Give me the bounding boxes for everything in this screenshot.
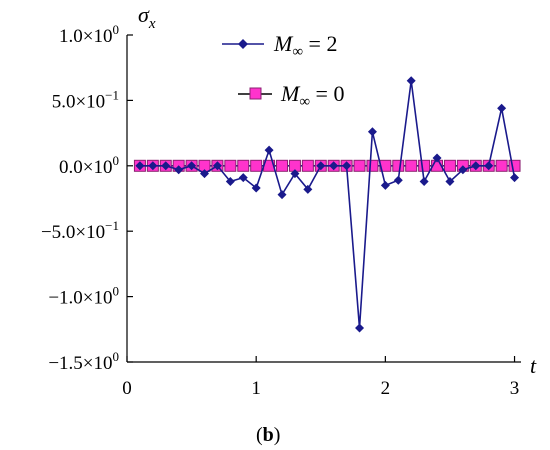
data-point-m2 [174, 165, 184, 175]
data-point-m2 [264, 145, 274, 155]
data-point-m0 [237, 159, 250, 172]
data-point-m2 [380, 180, 390, 190]
data-point-m2 [445, 176, 455, 186]
x-tick-label: 0 [122, 378, 132, 399]
data-point-m2 [471, 161, 481, 171]
data-point-m0 [418, 159, 431, 172]
data-point-m2 [290, 169, 300, 179]
data-point-m2 [316, 161, 326, 171]
x-tick-label: 3 [510, 378, 520, 399]
legend-marker-square [249, 87, 262, 100]
data-point-m2 [135, 161, 145, 171]
data-point-m2 [212, 161, 222, 171]
data-point-m2 [200, 169, 210, 179]
data-point-m2 [510, 173, 520, 183]
data-point-m0 [301, 159, 314, 172]
data-point-m0 [250, 159, 263, 172]
y-tick-label: −5.0×10−1 [41, 218, 119, 243]
data-point-m0 [495, 159, 508, 172]
data-point-m0 [366, 159, 379, 172]
legend: M∞ = 2 M∞ = 0 [222, 31, 344, 110]
data-point-m2 [406, 76, 416, 86]
data-point-m2 [484, 161, 494, 171]
y-tick-label: 1.0×100 [59, 22, 119, 47]
data-point-m0 [392, 159, 405, 172]
x-tick-labels: 0 1 2 3 [122, 378, 519, 399]
legend-marker-diamond [238, 39, 248, 49]
data-point-m2 [367, 127, 377, 137]
data-point-m2 [497, 103, 507, 113]
legend-label-m0: M∞ = 0 [280, 81, 344, 110]
series-m2 [135, 76, 520, 333]
y-tick-labels: 1.0×100 5.0×10−1 0.0×100 −5.0×10−1 −1.0×100 −… [41, 22, 119, 374]
x-tick-label: 2 [381, 378, 391, 399]
data-point-m2 [238, 173, 248, 183]
y-axis-title: σx [138, 2, 156, 32]
data-point-m2 [393, 175, 403, 185]
series-line-m2 [139, 80, 516, 329]
data-point-m2 [419, 176, 429, 186]
panel-label: (b) [256, 424, 280, 446]
data-point-m0 [353, 159, 366, 172]
series-group [133, 76, 521, 333]
y-tick-label: 5.0×10−1 [52, 87, 119, 112]
data-point-m2 [187, 161, 197, 171]
data-point-m0 [443, 159, 456, 172]
x-tick-label: 1 [251, 378, 261, 399]
data-point-m2 [342, 161, 352, 171]
data-point-m2 [251, 183, 261, 193]
data-point-m2 [355, 323, 365, 333]
y-tick-label: −1.0×100 [48, 284, 119, 309]
data-point-m0 [508, 159, 521, 172]
y-tick-label: −1.5×100 [48, 349, 119, 374]
data-point-m0 [276, 159, 289, 172]
data-point-m2 [303, 184, 313, 194]
axes [126, 34, 521, 363]
y-tick-label: 0.0×100 [59, 153, 119, 178]
data-point-m0 [224, 159, 237, 172]
data-point-m2 [225, 176, 235, 186]
legend-label-m2: M∞ = 2 [273, 31, 337, 60]
data-point-m2 [277, 190, 287, 200]
data-point-m2 [329, 161, 339, 171]
data-point-m2 [458, 165, 468, 175]
data-point-m2 [161, 161, 171, 171]
data-point-m0 [405, 159, 418, 172]
legend-item-m0: M∞ = 0 [238, 81, 344, 110]
data-point-m2 [148, 161, 158, 171]
legend-item-m2: M∞ = 2 [222, 31, 337, 60]
data-point-m2 [432, 153, 442, 163]
x-axis-title: t [530, 353, 537, 378]
